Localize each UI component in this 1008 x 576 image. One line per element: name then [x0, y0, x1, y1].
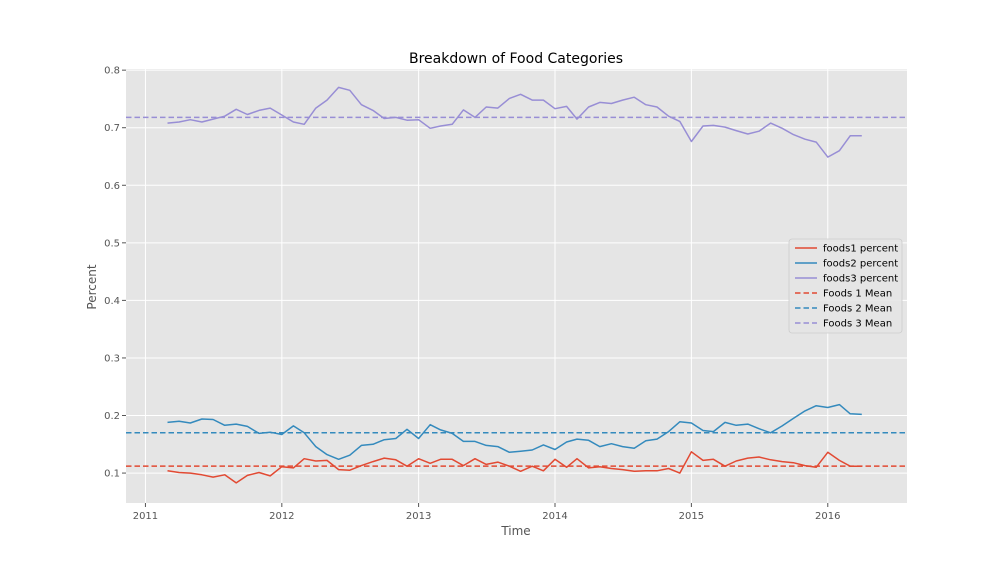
x-tick-label: 2014 — [542, 511, 567, 522]
legend-label: foods3 percent — [823, 274, 898, 285]
legend-label: Foods 3 Mean — [823, 319, 892, 330]
x-tick-label: 2016 — [815, 511, 840, 522]
x-axis-ticks: 2011 2012 2013 2014 2015 2016 — [133, 503, 841, 522]
legend-box — [788, 238, 903, 334]
y-tick-label: 0.7 — [104, 123, 120, 134]
y-tick-label: 0.2 — [104, 411, 120, 422]
y-tick-label: 0.1 — [104, 469, 120, 480]
gridlines — [126, 69, 907, 503]
series-line-foods3 — [167, 86, 862, 158]
x-axis-title: Time — [500, 524, 530, 538]
legend: foods1 percent foods2 percent foods3 perce… — [788, 238, 903, 334]
y-tick-label: 0.5 — [104, 238, 120, 249]
y-axis-ticks: 0.1 0.2 0.3 0.4 0.5 0.6 0.7 0.8 — [104, 66, 126, 480]
y-tick-label: 0.3 — [104, 353, 120, 364]
legend-label: foods1 percent — [823, 244, 898, 255]
y-axis-title: Percent — [85, 264, 99, 309]
y-tick-label: 0.4 — [104, 296, 120, 307]
legend-label: foods2 percent — [823, 259, 898, 270]
x-tick-label: 2013 — [406, 511, 431, 522]
y-tick-label: 0.6 — [104, 181, 120, 192]
legend-label: Foods 2 Mean — [823, 304, 892, 315]
y-tick-label: 0.8 — [104, 66, 120, 77]
plot-area — [126, 69, 907, 503]
x-tick-label: 2012 — [269, 511, 294, 522]
chart-title: Breakdown of Food Categories — [409, 51, 623, 67]
x-tick-label: 2015 — [679, 511, 704, 522]
series-layer — [126, 86, 907, 484]
legend-label: Foods 1 Mean — [823, 289, 892, 300]
x-tick-label: 2011 — [133, 511, 158, 522]
